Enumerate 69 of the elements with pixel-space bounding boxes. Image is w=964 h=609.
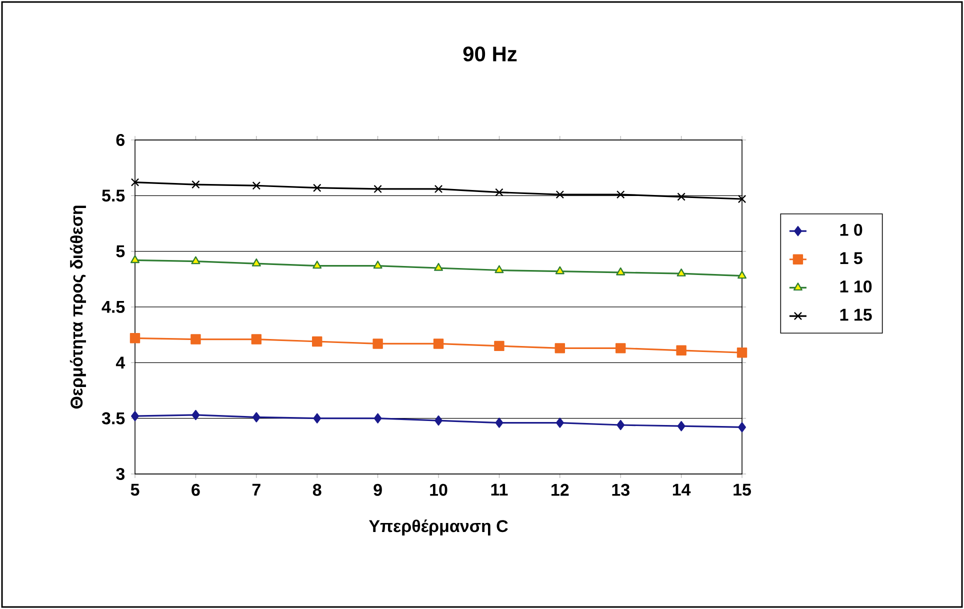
legend-label: 1 0 xyxy=(840,224,862,236)
point xyxy=(312,184,322,192)
legend-label: 1 5 xyxy=(840,252,862,264)
point xyxy=(556,418,564,428)
point xyxy=(677,421,686,432)
point xyxy=(738,270,747,279)
point xyxy=(130,255,140,264)
point xyxy=(373,260,382,269)
y-tick-label: 3 xyxy=(116,468,125,480)
x-tick-label: 8 xyxy=(312,484,322,496)
point xyxy=(372,338,383,349)
point xyxy=(555,266,564,274)
x-tick-label: 7 xyxy=(252,484,260,496)
point xyxy=(130,333,140,344)
point xyxy=(252,412,260,422)
point xyxy=(312,336,322,347)
point xyxy=(494,340,504,352)
point xyxy=(554,343,566,354)
point xyxy=(738,194,746,204)
y-tick-label: 5 xyxy=(116,245,125,258)
y-tick-label: 3.5 xyxy=(102,412,125,424)
point xyxy=(192,180,200,189)
y-tick-label: 5.5 xyxy=(102,190,125,202)
point xyxy=(312,260,322,269)
x-tick-label: 6 xyxy=(192,484,200,496)
point xyxy=(434,184,443,194)
point xyxy=(616,267,626,276)
point xyxy=(191,256,200,264)
point xyxy=(495,418,504,428)
y-tick-label: 4.5 xyxy=(102,301,125,313)
point xyxy=(495,188,504,196)
point xyxy=(190,334,201,344)
x-tick-label: 15 xyxy=(734,484,751,496)
point xyxy=(676,268,686,276)
point xyxy=(131,410,139,422)
y-tick-label: 6 xyxy=(116,134,125,146)
legend-label: 1 15 xyxy=(840,308,872,321)
point xyxy=(374,184,382,194)
y-tick-label: 4 xyxy=(116,356,126,368)
point xyxy=(616,190,625,199)
point xyxy=(434,262,444,271)
point xyxy=(252,181,261,190)
x-tick-label: 5 xyxy=(130,484,140,496)
point xyxy=(738,422,746,432)
point xyxy=(374,413,382,424)
x-tick-label: 11 xyxy=(491,484,508,496)
y-axis-title: Θερμότητα προς διάθεση xyxy=(70,206,86,409)
point xyxy=(192,410,200,420)
legend-label: 1 10 xyxy=(840,280,872,293)
point xyxy=(252,258,261,266)
x-tick-label: 10 xyxy=(430,484,448,496)
point xyxy=(616,343,626,354)
x-tick-label: 12 xyxy=(552,484,569,496)
point xyxy=(130,178,140,186)
point xyxy=(736,348,748,358)
point xyxy=(677,192,686,201)
x-tick-label: 9 xyxy=(374,484,382,496)
point xyxy=(434,415,442,426)
point xyxy=(556,190,564,199)
point xyxy=(313,413,322,424)
chart-title: 90 Hz xyxy=(463,46,517,62)
x-tick-label: 13 xyxy=(612,484,630,496)
point xyxy=(616,420,625,430)
point xyxy=(494,265,504,274)
point xyxy=(433,338,444,349)
point xyxy=(676,345,686,356)
x-axis-title: Υπερθέρμανση C xyxy=(368,519,508,536)
x-tick-label: 14 xyxy=(672,484,691,496)
point xyxy=(251,334,262,344)
